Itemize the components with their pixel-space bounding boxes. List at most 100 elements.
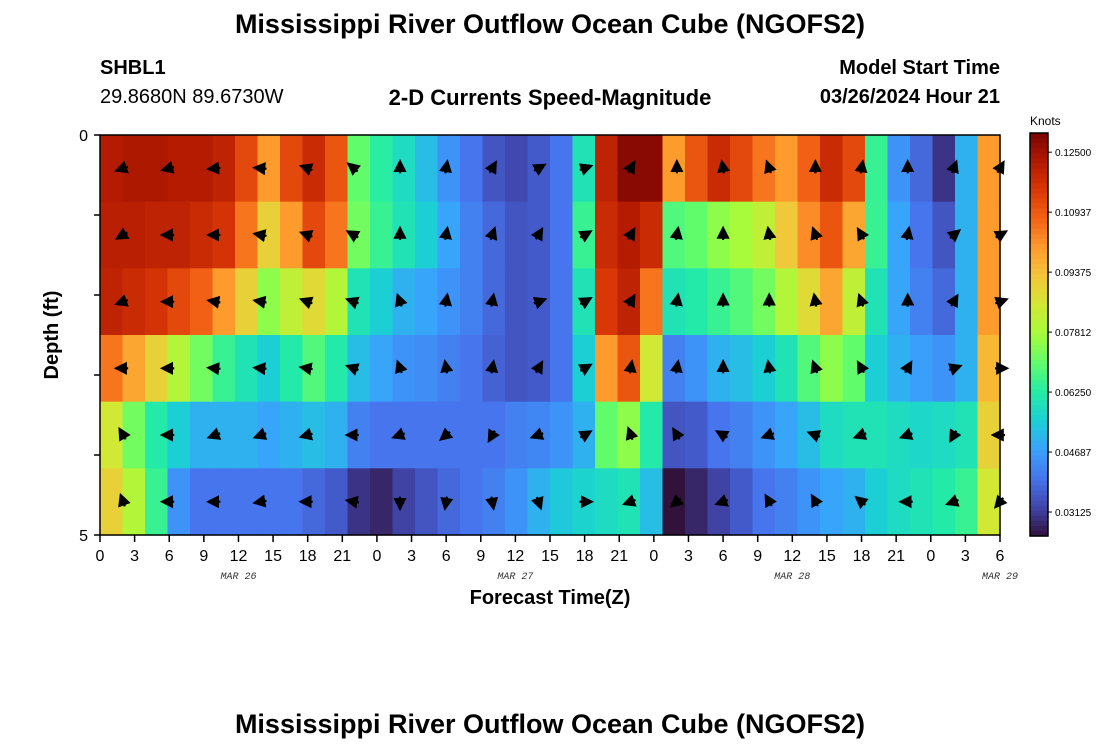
heatmap-cell <box>707 468 731 536</box>
current-arrow <box>346 162 361 176</box>
x-tick-label: 9 <box>476 548 485 565</box>
heatmap-cell <box>775 135 799 203</box>
x-tick-label: 6 <box>996 548 1005 565</box>
colorbar-swatch <box>1030 294 1048 300</box>
colorbar-swatch <box>1030 430 1048 436</box>
heatmap-cell <box>347 335 371 403</box>
x-tick-label: 0 <box>372 548 381 565</box>
heatmap-cell <box>122 135 146 203</box>
heatmap-cell <box>685 268 709 336</box>
heatmap-cell <box>167 335 191 403</box>
current-arrow <box>852 427 868 440</box>
heatmap-cell <box>865 401 889 469</box>
colorbar-swatch <box>1030 505 1048 512</box>
current-arrow <box>532 296 548 310</box>
station-coordinates: 29.8680N 89.6730W <box>100 86 284 108</box>
current-arrow <box>252 229 267 243</box>
date-label: MAR 26 <box>220 572 256 583</box>
colorbar-swatch <box>1030 520 1048 527</box>
current-arrow <box>252 362 267 376</box>
heatmap-cell <box>235 201 259 269</box>
heatmap-cell <box>752 468 776 536</box>
heatmap-cell <box>932 201 956 269</box>
heatmap-cell <box>595 468 619 536</box>
heatmap-cell <box>190 468 214 536</box>
colorbar-swatch <box>1030 168 1048 174</box>
heatmap-cell <box>932 268 956 336</box>
colorbar-swatch <box>1030 490 1048 497</box>
current-arrow <box>298 362 313 376</box>
heatmap-cell <box>707 201 731 269</box>
heatmap-cell <box>887 335 911 403</box>
date-label: MAR 28 <box>774 572 810 583</box>
heatmap-cell <box>370 468 394 536</box>
heatmap-cell <box>505 268 529 336</box>
heatmap-cell <box>302 201 326 269</box>
current-arrow <box>440 496 454 511</box>
heatmap-cell <box>212 135 236 203</box>
heatmap-cell <box>460 135 484 203</box>
heatmap-cell <box>910 468 934 536</box>
heatmap-cell <box>325 401 349 469</box>
heatmap-cell <box>280 401 304 469</box>
heatmap-cell <box>415 135 439 203</box>
colorbar-swatch <box>1030 314 1048 320</box>
colorbar-swatch <box>1030 238 1048 245</box>
colorbar-swatch <box>1030 530 1048 537</box>
current-arrow <box>625 426 639 441</box>
x-tick-label: 12 <box>506 548 524 565</box>
current-arrow <box>531 163 547 176</box>
y-axis-label: Depth (ft) <box>41 291 63 380</box>
colorbar-swatch <box>1030 158 1048 164</box>
current-arrow <box>854 159 868 174</box>
current-arrow <box>760 427 776 440</box>
heatmap-cell <box>775 335 799 403</box>
colorbar-swatch <box>1030 284 1048 290</box>
heatmap-cell <box>752 135 776 203</box>
colorbar-swatch <box>1030 389 1048 396</box>
heatmap-cell <box>190 135 214 203</box>
current-arrow <box>577 363 593 376</box>
heatmap-cell <box>100 268 124 336</box>
heatmap-cell <box>482 335 506 403</box>
heatmap-cell <box>145 201 169 269</box>
colorbar: 0.12500 0.10937 0.09375 0.07812 0.06250 0.046… <box>1029 132 1092 537</box>
colorbar-swatch <box>1030 324 1048 331</box>
current-arrow <box>763 359 777 374</box>
heatmap-cell <box>595 268 619 336</box>
heatmap-cell <box>122 268 146 336</box>
heatmap-cell <box>820 268 844 336</box>
current-arrow <box>623 160 636 175</box>
heatmap-cell <box>122 335 146 403</box>
heatmap-cell <box>257 401 281 469</box>
heatmap-cell <box>797 335 821 403</box>
colorbar-swatch <box>1030 405 1048 411</box>
heatmap-cell <box>235 135 259 203</box>
x-axis-label: Forecast Time(Z) <box>470 587 631 609</box>
colorbar-swatch <box>1030 258 1048 265</box>
heatmap-cell <box>167 135 191 203</box>
heatmap-cell <box>595 201 619 269</box>
heatmap-cell <box>145 401 169 469</box>
heatmap-cell <box>482 468 506 536</box>
current-arrow <box>669 494 685 508</box>
colorbar-tick-label: 0.03125 <box>1055 508 1092 519</box>
heatmap-cell <box>820 201 844 269</box>
colorbar-swatch <box>1030 309 1048 315</box>
heatmap-cell <box>392 268 416 336</box>
heatmap-cell <box>842 335 866 403</box>
heatmap-cell <box>662 468 686 536</box>
heatmap-cell <box>302 401 326 469</box>
heatmap-cell <box>955 335 979 403</box>
heatmap-cell <box>550 401 574 469</box>
heatmap-cell <box>977 201 1001 269</box>
colorbar-swatch <box>1030 289 1048 295</box>
current-arrow <box>578 163 594 176</box>
colorbar-swatch <box>1030 193 1048 200</box>
current-arrow <box>714 430 730 443</box>
heatmap-cell <box>122 401 146 469</box>
colorbar-swatch <box>1030 379 1048 386</box>
x-tick-label: 9 <box>753 548 762 565</box>
heatmap-cell <box>775 468 799 536</box>
current-arrow <box>298 163 314 176</box>
